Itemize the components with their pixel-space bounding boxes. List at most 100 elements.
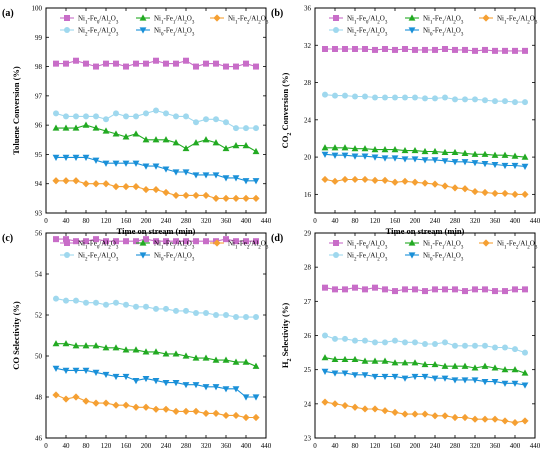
data-point — [331, 355, 339, 363]
data-point — [322, 284, 328, 291]
data-point — [182, 144, 190, 152]
legend-label: Ni1-Fe1/Al2O3 — [154, 15, 195, 26]
y-axis-title: CO Selectivity (%) — [11, 301, 21, 370]
legend: Ni1-Fe0/Al2O3 Ni1-Fe1/Al2O3 Ni1-Fe2/Al2O3 N… — [60, 14, 269, 37]
data-point — [133, 113, 139, 120]
x-tick-label: 40 — [63, 442, 71, 450]
data-point — [112, 130, 120, 137]
y-tick-label: 24 — [304, 116, 312, 124]
data-point — [502, 344, 508, 351]
data-point — [163, 60, 169, 67]
data-point — [143, 303, 149, 310]
data-point — [511, 366, 519, 373]
data-point — [332, 92, 338, 99]
series-2 — [52, 177, 260, 202]
series-1 — [321, 354, 529, 376]
data-point — [162, 350, 170, 357]
data-point — [253, 63, 259, 70]
data-point — [133, 303, 139, 310]
data-point — [372, 339, 378, 346]
legend-marker — [64, 27, 70, 33]
data-point — [371, 176, 379, 184]
legend-label: Ni2-Fe1/Al2O3 — [347, 252, 388, 263]
data-point — [242, 178, 250, 185]
data-point — [183, 238, 189, 245]
data-point — [202, 172, 210, 179]
data-point — [122, 346, 130, 353]
y-tick-label: 93 — [35, 210, 43, 218]
data-point — [173, 113, 179, 120]
data-point — [492, 47, 498, 54]
data-point — [391, 146, 399, 153]
data-point — [491, 364, 499, 371]
data-point — [52, 154, 60, 161]
data-point — [232, 142, 240, 149]
data-point — [451, 159, 459, 166]
data-point — [451, 148, 459, 156]
data-point — [382, 46, 388, 52]
data-point — [441, 375, 449, 382]
data-point — [132, 183, 140, 191]
data-point — [62, 154, 70, 161]
data-point — [173, 307, 179, 314]
data-point — [452, 46, 458, 53]
data-point — [341, 401, 349, 410]
data-point — [382, 339, 388, 346]
data-point — [381, 407, 389, 415]
data-point — [481, 379, 489, 386]
data-point — [142, 375, 150, 383]
data-point — [113, 60, 119, 67]
data-point — [331, 152, 339, 159]
data-point — [133, 60, 139, 67]
data-point — [351, 372, 359, 379]
x-tick-label: 320 — [201, 442, 212, 450]
series-1 — [52, 121, 260, 155]
data-point — [332, 286, 338, 293]
data-point — [371, 154, 379, 161]
legend-marker — [333, 27, 339, 33]
data-point — [501, 417, 509, 425]
data-point — [471, 364, 479, 371]
panel-1: 0 40 80 120 160 200 240 280 320 360 400 440 16 20 24 28… — [271, 5, 541, 237]
x-tick-label: 80 — [83, 442, 91, 450]
x-tick-label: 160 — [121, 217, 132, 225]
data-point — [471, 160, 479, 167]
data-point — [462, 288, 468, 295]
data-point — [491, 151, 499, 158]
data-point — [412, 286, 418, 293]
y-tick-label: 100 — [32, 5, 43, 13]
data-point — [163, 238, 169, 245]
data-point — [113, 299, 119, 306]
y-tick-label: 23 — [304, 435, 312, 443]
y-tick-label: 20 — [304, 154, 312, 162]
y-tick-label: 94 — [35, 180, 43, 188]
data-point — [83, 238, 89, 245]
data-point — [452, 286, 458, 293]
legend-marker — [213, 14, 221, 22]
data-point — [351, 355, 359, 363]
data-point — [92, 369, 100, 376]
data-point — [213, 60, 219, 67]
data-point — [422, 95, 428, 102]
data-point — [82, 121, 90, 128]
data-point — [63, 60, 69, 67]
data-point — [492, 98, 498, 105]
data-point — [172, 139, 180, 146]
data-point — [521, 382, 529, 389]
data-point — [253, 125, 259, 132]
data-point — [331, 370, 339, 377]
series-0 — [322, 284, 528, 295]
data-point — [233, 238, 239, 245]
series-4 — [321, 151, 529, 171]
data-point — [193, 63, 199, 70]
series-2 — [52, 391, 260, 422]
x-tick-label: 360 — [490, 442, 501, 450]
data-point — [481, 362, 489, 369]
data-point — [401, 410, 409, 418]
data-point — [451, 413, 459, 422]
data-point — [142, 163, 150, 170]
data-point — [341, 152, 349, 159]
data-point — [481, 188, 489, 197]
data-point — [203, 309, 209, 316]
